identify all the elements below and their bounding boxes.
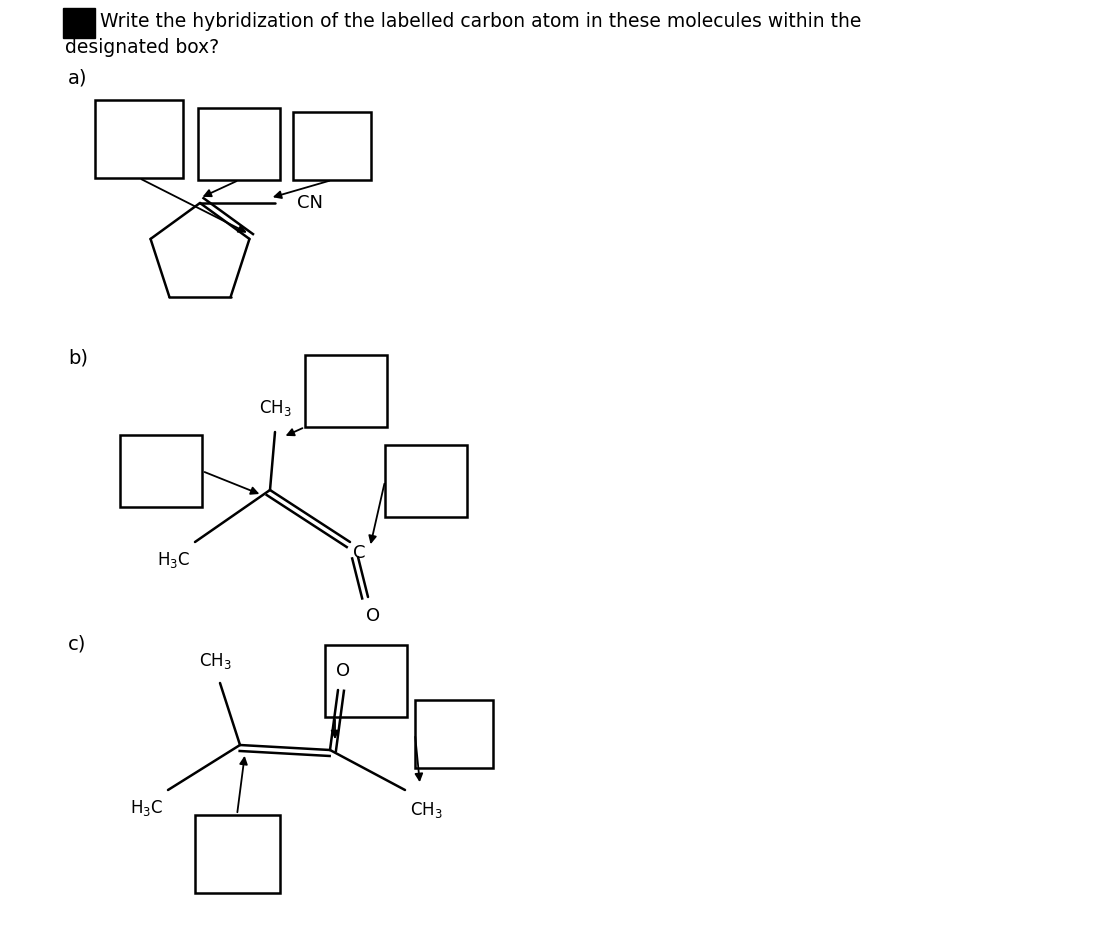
Text: CH$_3$: CH$_3$ bbox=[410, 800, 443, 820]
Text: c): c) bbox=[68, 635, 87, 654]
Text: CH$_3$: CH$_3$ bbox=[259, 398, 291, 418]
Text: O: O bbox=[366, 607, 380, 625]
Text: Write the hybridization of the labelled carbon atom in these molecules within th: Write the hybridization of the labelled … bbox=[100, 12, 862, 31]
Bar bbox=[325, 645, 407, 717]
Text: H$_3$C: H$_3$C bbox=[157, 550, 190, 570]
Bar bbox=[120, 435, 202, 507]
Bar bbox=[305, 355, 387, 427]
Bar bbox=[95, 100, 183, 178]
Text: a): a) bbox=[68, 68, 88, 87]
Text: b): b) bbox=[68, 348, 88, 367]
Text: O: O bbox=[336, 662, 350, 680]
Text: CN: CN bbox=[297, 194, 322, 212]
Bar bbox=[198, 108, 280, 180]
Bar bbox=[195, 815, 280, 893]
Bar bbox=[385, 445, 467, 517]
Text: H$_3$C: H$_3$C bbox=[130, 798, 163, 818]
Polygon shape bbox=[63, 8, 95, 38]
Text: designated box?: designated box? bbox=[64, 38, 219, 57]
Text: C: C bbox=[353, 544, 366, 562]
Bar bbox=[292, 112, 371, 180]
Text: CH$_3$: CH$_3$ bbox=[199, 651, 231, 671]
Bar bbox=[415, 700, 493, 768]
